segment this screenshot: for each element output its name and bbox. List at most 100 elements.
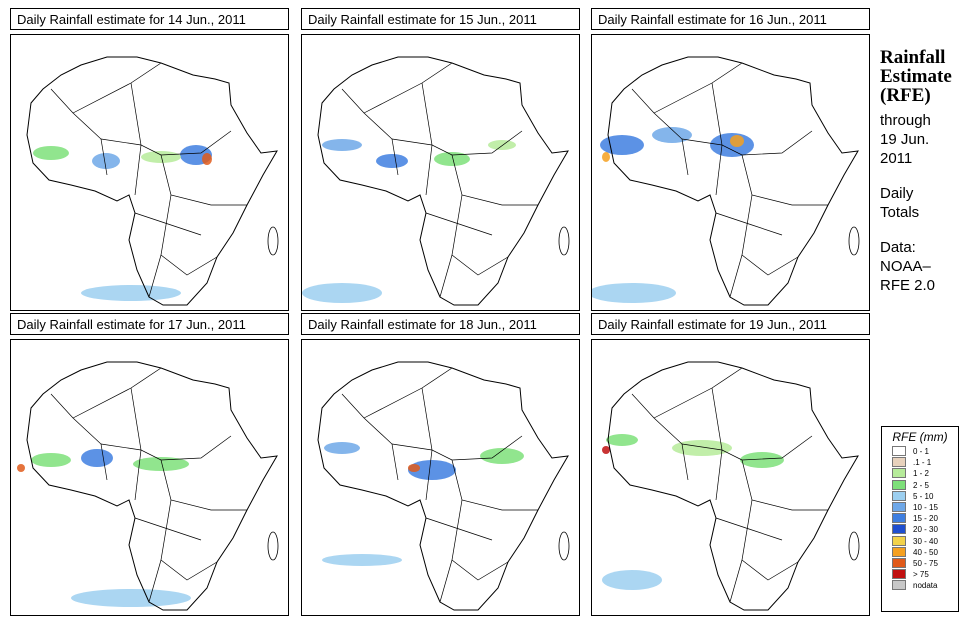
rainfall-panel-15jun: Daily Rainfall estimate for 15 Jun., 201…: [301, 8, 580, 311]
legend-item: > 75: [882, 569, 958, 580]
coastline: [607, 56, 859, 306]
country-border: [72, 62, 162, 114]
country-border: [631, 393, 689, 481]
legend-swatch: [892, 524, 906, 535]
rainfall-area: [376, 154, 408, 168]
rainfall-area: [672, 440, 732, 456]
country-border: [341, 393, 399, 481]
africa-map: [301, 34, 580, 311]
country-border: [72, 367, 162, 419]
rainfall-area: [324, 442, 360, 454]
rainfall-area: [92, 153, 120, 169]
legend-label: 30 - 40: [913, 536, 938, 546]
rainfall-area: [602, 152, 610, 162]
coastline: [26, 56, 278, 306]
through-date-line1: 19 Jun.: [880, 131, 930, 148]
legend-label: > 75: [913, 570, 929, 580]
country-border: [681, 138, 723, 146]
legend-label: 2 - 5: [913, 480, 930, 490]
legend-label: 0 - 1: [913, 447, 930, 456]
legend-swatch: [892, 569, 906, 580]
country-border: [134, 144, 142, 196]
africa-map: [10, 339, 289, 616]
legend-item: 10 - 15: [882, 501, 958, 513]
country-border: [134, 449, 142, 501]
panel-title: Daily Rainfall estimate for 17 Jun., 201…: [10, 313, 289, 335]
country-border: [363, 367, 453, 419]
country-border: [391, 443, 433, 451]
legend-swatch: [892, 457, 906, 468]
africa-map-svg: [317, 361, 570, 611]
coastline: [607, 361, 859, 611]
madagascar-outline: [558, 531, 570, 561]
country-border: [741, 154, 828, 206]
country-border: [134, 212, 202, 236]
through-date-line2: 2011: [880, 150, 913, 167]
rainfall-area: [730, 135, 744, 147]
rainfall-area: [33, 146, 69, 160]
country-border: [451, 154, 538, 206]
country-border: [341, 88, 399, 176]
country-border: [425, 449, 433, 501]
country-border: [130, 387, 232, 461]
country-border: [134, 517, 202, 541]
madagascar-outline: [267, 226, 279, 256]
legend-label: nodata: [913, 581, 938, 591]
country-border: [451, 459, 538, 511]
data-source-line2: RFE 2.0: [880, 277, 936, 294]
legend-swatch: [892, 546, 906, 557]
africa-map-svg: [17, 361, 279, 611]
africa-map: [591, 339, 870, 616]
rainfall-area: [81, 449, 113, 467]
country-border: [729, 559, 743, 603]
rainfall-area: [408, 460, 456, 480]
country-border: [425, 212, 493, 236]
rainfall-area: [740, 452, 784, 468]
panel-title: Daily Rainfall estimate for 14 Jun., 201…: [10, 8, 289, 30]
africa-map: [301, 339, 580, 616]
country-border: [741, 459, 828, 511]
coastline: [26, 361, 278, 611]
legend-swatch: [892, 557, 906, 568]
rainfall-area: [606, 434, 638, 446]
rainfall-area: [602, 570, 662, 590]
legend-label: 20 - 30: [913, 525, 938, 535]
country-border: [741, 194, 799, 276]
rainfall-area: [602, 446, 610, 454]
rainfall-area: [408, 464, 420, 472]
legend-swatch: [892, 446, 906, 456]
country-border: [50, 88, 108, 176]
rainfall-panel-19jun: Daily Rainfall estimate for 19 Jun., 201…: [591, 313, 870, 616]
rainfall-area: [31, 453, 71, 467]
legend-label: 10 - 15: [913, 502, 938, 512]
country-border: [653, 367, 743, 419]
country-border: [100, 443, 142, 451]
rainfall-area: [71, 589, 191, 607]
madagascar-outline: [848, 531, 860, 561]
legend-label: 50 - 75: [913, 558, 938, 568]
country-border: [715, 449, 723, 501]
country-border: [439, 254, 453, 298]
legend-item: nodata: [882, 580, 958, 591]
legend-item: 5 - 10: [882, 490, 958, 502]
legend-label: .1 - 1: [913, 458, 932, 468]
sidebar-title-line3: (RFE): [880, 85, 931, 106]
rainfall-area: [141, 151, 181, 163]
legend-swatch: [892, 479, 906, 490]
through-label: through: [880, 112, 931, 129]
legend-swatch: [892, 468, 906, 479]
country-border: [681, 443, 723, 451]
africa-map-svg: [592, 56, 860, 306]
country-border: [715, 144, 723, 196]
rainfall-panel-16jun: Daily Rainfall estimate for 16 Jun., 201…: [591, 8, 870, 311]
country-border: [425, 517, 493, 541]
country-border: [391, 138, 433, 146]
totals-line1: Daily: [880, 185, 914, 202]
madagascar-outline: [267, 531, 279, 561]
country-border: [451, 194, 509, 276]
legend-title: RFE (mm): [892, 430, 948, 444]
country-border: [148, 254, 162, 298]
country-border: [160, 194, 218, 276]
legend-item: 50 - 75: [882, 557, 958, 569]
